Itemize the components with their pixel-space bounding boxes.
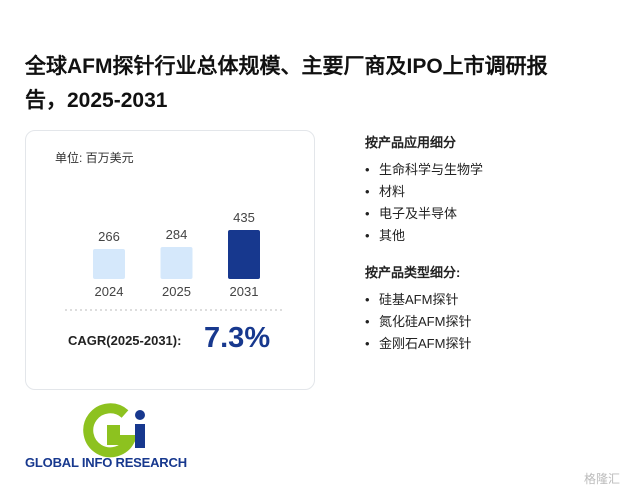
- segment-item: 硅基AFM探针: [365, 289, 625, 311]
- segment-item: 金刚石AFM探针: [365, 333, 625, 355]
- logo-mark: [83, 403, 145, 458]
- segment-item: 材料: [365, 181, 625, 203]
- watermark: 格隆汇: [583, 472, 620, 486]
- x-tick-label: 2025: [162, 284, 191, 299]
- segment-item: 电子及半导体: [365, 203, 625, 225]
- value-label: 435: [233, 210, 255, 225]
- segment-group: 按产品类型细分: 硅基AFM探针氮化硅AFM探针金刚石AFM探针: [365, 262, 625, 355]
- title: 全球AFM探针行业总体规模、主要厂商及IPO上市调研报告，2025-2031: [25, 55, 548, 112]
- segment-heading: 按产品类型细分:: [365, 265, 461, 280]
- cagr-value: 7.3%: [204, 322, 271, 354]
- bar: [228, 230, 260, 279]
- segment-heading: 按产品应用细分: [365, 135, 457, 150]
- segment-group: 按产品应用细分生命科学与生物学材料电子及半导体其他: [365, 132, 625, 247]
- x-tick-label: 2031: [230, 284, 259, 299]
- bar: [160, 247, 193, 279]
- chart-card: [25, 130, 315, 390]
- segment-item: 生命科学与生物学: [365, 159, 625, 181]
- cagr-label: CAGR(2025-2031):: [68, 333, 182, 348]
- bar: [93, 249, 125, 279]
- x-tick-label: 2024: [95, 284, 124, 299]
- logo-text: GLOBAL INFO RESEARCH: [25, 455, 187, 470]
- segment-item: 氮化硅AFM探针: [365, 311, 625, 333]
- unit-label: 单位: 百万美元: [55, 151, 134, 165]
- segments: 按产品应用细分生命科学与生物学材料电子及半导体其他按产品类型细分: 硅基AFM探针…: [365, 132, 625, 370]
- value-label: 284: [166, 227, 188, 242]
- segment-item: 其他: [365, 225, 625, 247]
- value-label: 266: [98, 229, 120, 244]
